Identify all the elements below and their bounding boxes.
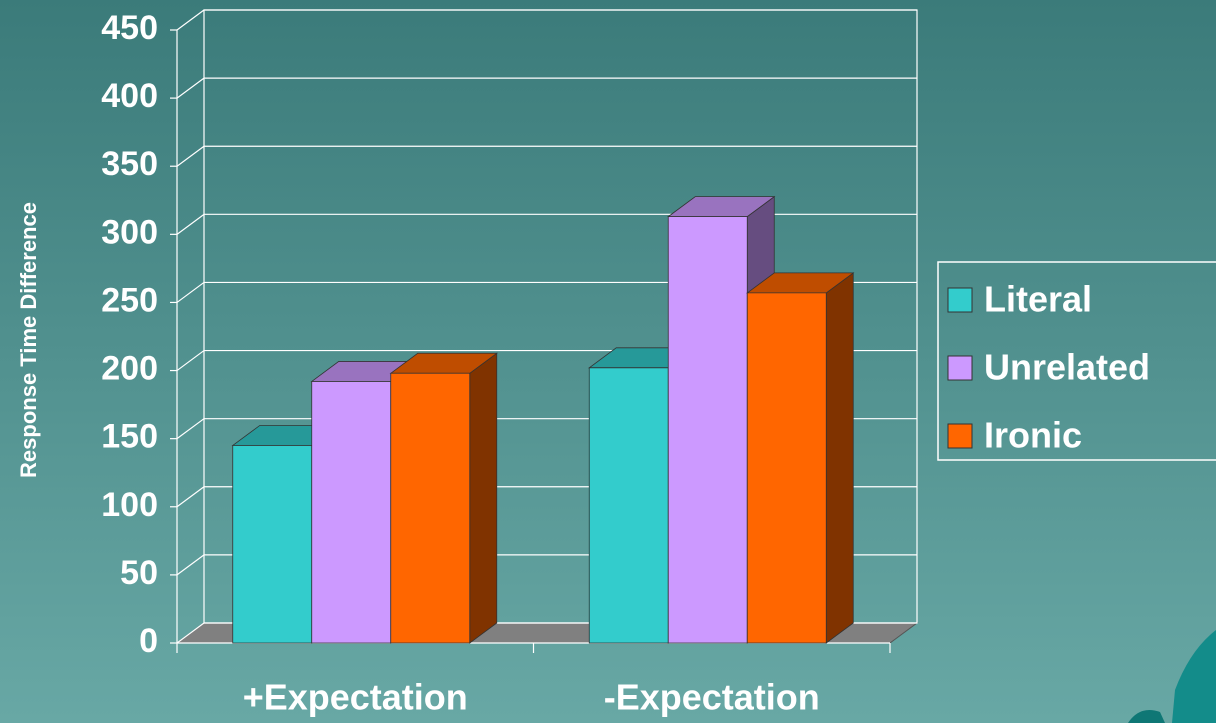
- x-tick-label: +Expectation: [243, 677, 468, 718]
- legend-swatch: [947, 287, 973, 313]
- y-tick-label: 450: [101, 9, 158, 47]
- bar: [389, 352, 498, 644]
- grid-line: [176, 145, 917, 167]
- x-tick-label: -Expectation: [604, 677, 820, 718]
- decoration: [1172, 630, 1216, 723]
- y-tick-label: 100: [101, 486, 158, 524]
- legend-label: Literal: [984, 279, 1092, 320]
- bar-face: [232, 445, 313, 644]
- legend-swatch: [947, 355, 973, 381]
- legend-label: Ironic: [984, 415, 1082, 456]
- y-tick-label: 150: [101, 418, 158, 456]
- grid-line: [176, 77, 917, 99]
- legend-swatch: [947, 423, 973, 449]
- y-tick-label: 400: [101, 77, 158, 115]
- y-axis-title: Response Time Difference: [16, 202, 41, 478]
- bar-face: [667, 216, 748, 644]
- y-tick-label: 50: [120, 554, 158, 592]
- bar-face: [311, 381, 392, 644]
- grid-line: [176, 9, 917, 31]
- bar-face: [825, 272, 854, 644]
- bar-face: [390, 372, 471, 644]
- bar: [746, 272, 855, 644]
- bar-face: [469, 352, 498, 644]
- decoration: [1128, 710, 1165, 723]
- y-tick-label: 250: [101, 281, 158, 319]
- y-tick-label: 0: [139, 622, 158, 660]
- y-tick-label: 300: [101, 213, 158, 251]
- y-tick-label: 200: [101, 350, 158, 388]
- legend-label: Unrelated: [984, 347, 1150, 388]
- bar-face: [588, 367, 669, 644]
- y-tick-label: 350: [101, 145, 158, 183]
- legend-box: [937, 261, 1216, 461]
- bar-face: [746, 292, 827, 644]
